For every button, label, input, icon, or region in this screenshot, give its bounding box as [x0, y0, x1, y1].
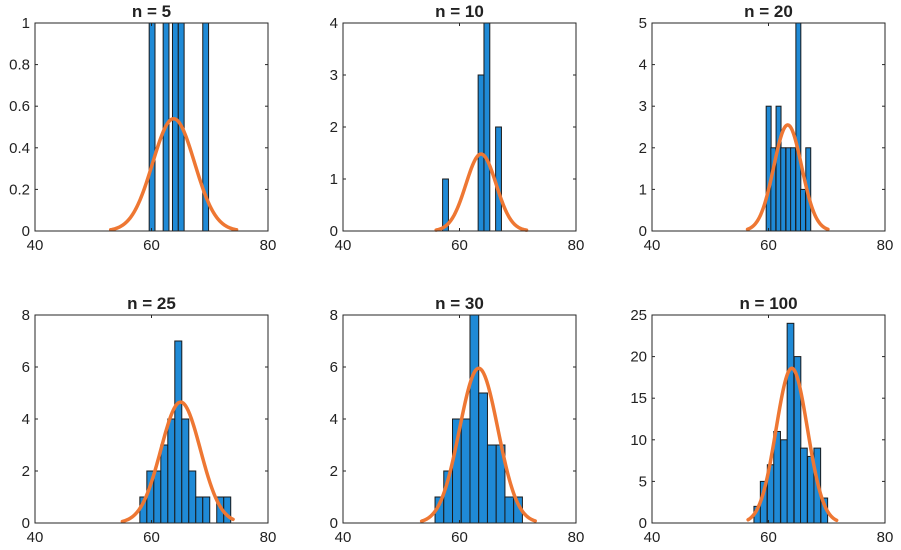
x-tick-label: 60 [451, 237, 468, 254]
histogram-bar [780, 439, 788, 524]
x-tick-label: 80 [568, 237, 585, 254]
histogram-bar [181, 418, 190, 524]
subplot-4: 40 60 80 0 2 4 6 8 n = 25 [22, 294, 277, 546]
y-tick-label: 0 [22, 223, 30, 240]
normal-fit-curve [746, 366, 839, 523]
y-tick-label: 4 [330, 15, 338, 32]
y-tick-label: 0.2 [9, 181, 30, 198]
x-tick-label: 80 [877, 237, 894, 254]
y-tick-label: 0 [639, 515, 647, 532]
x-tick-label: 40 [27, 237, 44, 254]
histogram-bar [153, 470, 162, 524]
y-tick-label: 0.4 [9, 140, 30, 157]
x-tick-label: 60 [451, 529, 468, 546]
histogram-bar [486, 444, 497, 524]
histogram-bar [800, 188, 806, 232]
histogram-bar [167, 418, 176, 524]
y-tick-label: 0 [330, 223, 338, 240]
x-tick-label: 60 [143, 237, 160, 254]
histogram-bar [160, 444, 169, 524]
y-tick-label: 1 [639, 181, 647, 198]
y-tick-label: 0 [639, 223, 647, 240]
histogram-bar [483, 22, 491, 232]
x-tick-label: 80 [260, 529, 277, 546]
y-tick-label: 5 [639, 15, 647, 32]
y-tick-label: 4 [22, 411, 30, 428]
normal-fit-curve [120, 400, 235, 524]
y-tick-label: 0.8 [9, 57, 30, 74]
histogram-bar [790, 147, 797, 232]
histogram-bar [469, 314, 480, 524]
histogram-bar [460, 418, 471, 524]
subplot-6: 40 60 80 0 5 10 15 20 25 n = 100 [630, 294, 893, 546]
histogram-bar [171, 22, 179, 232]
normal-fit-curve [419, 366, 537, 523]
normal-fit-curve [434, 152, 529, 232]
y-tick-label: 8 [330, 307, 338, 324]
y-tick-label: 6 [330, 359, 338, 376]
y-tick-label: 4 [639, 57, 647, 74]
x-tick-label: 80 [568, 529, 585, 546]
y-tick-label: 25 [630, 307, 647, 324]
histogram-bar [195, 496, 204, 524]
subplot-title: n = 30 [435, 294, 484, 313]
subplot-5: 40 60 80 0 2 4 6 8 n = 30 [330, 294, 585, 546]
y-tick-label: 2 [22, 463, 30, 480]
subplot-title: n = 10 [435, 2, 484, 21]
y-tick-label: 0.6 [9, 98, 30, 115]
x-tick-label: 40 [644, 529, 661, 546]
subplot-title: n = 25 [127, 294, 176, 313]
y-tick-label: 1 [330, 171, 338, 188]
y-tick-label: 3 [330, 67, 338, 84]
x-tick-label: 60 [760, 529, 777, 546]
histogram-bar [800, 447, 808, 524]
normal-fit-curve [108, 116, 239, 232]
subplot-3: 40 60 80 0 1 2 3 4 5 n = 20 [639, 2, 894, 254]
y-tick-label: 6 [22, 359, 30, 376]
y-tick-label: 8 [22, 307, 30, 324]
y-tick-label: 3 [639, 98, 647, 115]
x-tick-label: 60 [760, 237, 777, 254]
subplot-title: n = 100 [739, 294, 797, 313]
x-tick-label: 60 [143, 529, 160, 546]
histogram-bar [504, 496, 515, 524]
y-tick-label: 5 [639, 473, 647, 490]
subplot-2: 40 60 80 0 1 2 3 4 n = 10 [330, 2, 585, 254]
y-tick-label: 4 [330, 411, 338, 428]
y-tick-label: 20 [630, 349, 647, 366]
histogram-bar [174, 340, 183, 524]
y-tick-label: 2 [330, 463, 338, 480]
x-tick-label: 40 [335, 529, 352, 546]
y-tick-label: 0 [330, 515, 338, 532]
histogram-bar [786, 322, 795, 524]
y-tick-label: 2 [639, 140, 647, 157]
y-tick-label: 0 [22, 515, 30, 532]
histogram-bar [148, 22, 156, 232]
y-tick-label: 10 [630, 432, 647, 449]
x-tick-label: 80 [260, 237, 277, 254]
subplot-1: 40 60 80 0 0.2 0.4 0.6 0.8 1 n = 5 [9, 2, 276, 254]
x-tick-label: 40 [335, 237, 352, 254]
subplot-title: n = 5 [132, 2, 171, 21]
subplot-title: n = 20 [744, 2, 793, 21]
histogram-bar [202, 496, 211, 524]
x-tick-label: 40 [27, 529, 44, 546]
y-tick-label: 15 [630, 390, 647, 407]
x-tick-label: 80 [877, 529, 894, 546]
x-tick-label: 40 [644, 237, 661, 254]
y-tick-label: 2 [330, 119, 338, 136]
normal-fit-curve [745, 123, 830, 232]
histogram-bar [188, 470, 197, 524]
histogram-bar [780, 147, 787, 232]
y-tick-label: 1 [22, 15, 30, 32]
histogram-bar [495, 126, 502, 232]
histogram-bar [478, 392, 488, 524]
